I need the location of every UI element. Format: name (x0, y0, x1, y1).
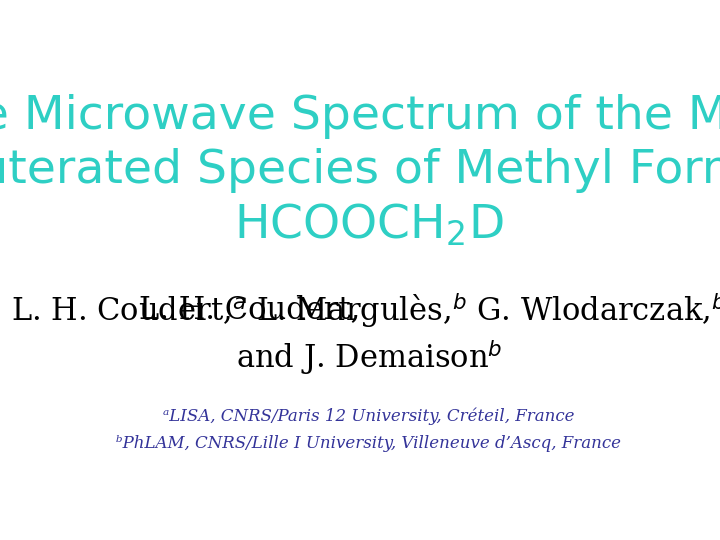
Text: Deuterated Species of Methyl Formate: Deuterated Species of Methyl Formate (0, 148, 720, 193)
Text: The Microwave Spectrum of the Mono: The Microwave Spectrum of the Mono (0, 94, 720, 139)
Text: ᵇPhLAM, CNRS/Lille I University, Villeneuve d’Ascq, France: ᵇPhLAM, CNRS/Lille I University, Villene… (117, 435, 621, 451)
Text: ᵃLISA, CNRS/Paris 12 University, Créteil, France: ᵃLISA, CNRS/Paris 12 University, Créteil… (163, 407, 575, 425)
Text: HCOOCH$_2$D: HCOOCH$_2$D (234, 201, 504, 248)
Text: L. H. Coudert,: L. H. Coudert, (139, 295, 360, 326)
Text: and J. Demaison$^{b}$: and J. Demaison$^{b}$ (235, 339, 503, 377)
Text: L. H. Coudert,$^{a}$ L. Margulès,$^{b}$ G. Wlodarczak,$^{b}$: L. H. Coudert,$^{a}$ L. Margulès,$^{b}$ … (12, 291, 720, 329)
